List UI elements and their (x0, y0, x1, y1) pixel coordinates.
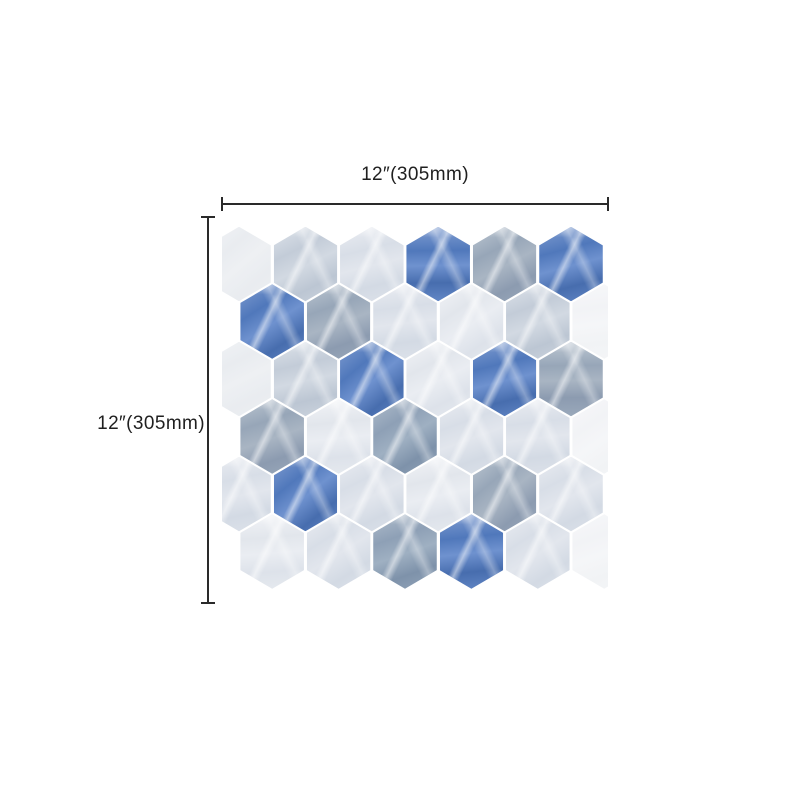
hexagon-tile-blue (472, 341, 537, 417)
hexagon-tile-lightgray (506, 284, 570, 359)
dimension-tick-left (221, 197, 223, 211)
hexagon-tile-blue (340, 341, 404, 417)
hexagon-tile-lightgray (273, 226, 338, 302)
dimension-tick-right (607, 197, 609, 211)
hexagon-tile-light (373, 284, 437, 359)
width-dimension-line (221, 197, 609, 211)
hexagon-tile-gray (472, 456, 537, 532)
hexagon-tile-gray (472, 226, 537, 302)
hexagon-tile-lighter (406, 456, 470, 532)
hexagon-tile-light (439, 399, 504, 474)
hexagon-tile-lighter (306, 399, 371, 474)
dimension-tick-bottom (201, 602, 215, 604)
hexagon-tile-lighter (240, 514, 304, 589)
hexagon-tile-light (340, 226, 404, 302)
hexagon-tile-light (506, 399, 570, 474)
hexagon-tile-gray2 (373, 514, 437, 589)
hexagon-tile-gray2 (373, 399, 437, 474)
hexagon-tile-light (539, 456, 603, 532)
hexagon-tile-blue (406, 226, 470, 302)
hexagon-tile-gray (306, 284, 371, 359)
hexagon-tile-blue (240, 284, 304, 359)
hexagon-tile-lightgray (273, 341, 338, 417)
hexagon-tile-blue (539, 226, 603, 302)
dimension-tick-top (201, 216, 215, 218)
height-dimension-label: 12″(305mm) (97, 413, 205, 434)
hexagon-tile-light (306, 514, 371, 589)
hexagon-tile-blue (273, 456, 338, 532)
hexagon-tile-light (506, 514, 570, 589)
hexagon-tile-gray (539, 341, 603, 417)
hexagon-tile-blue (439, 514, 504, 589)
hexagon-tile-lighter (439, 284, 504, 359)
hexagon-tile-lighter (406, 341, 470, 417)
width-dimension-label: 12″(305mm) (361, 164, 469, 185)
hexagon-tile-gray (240, 399, 304, 474)
tile-sheet (222, 217, 608, 603)
height-dimension-line (201, 216, 215, 604)
hexagon-tile-light (340, 456, 404, 532)
